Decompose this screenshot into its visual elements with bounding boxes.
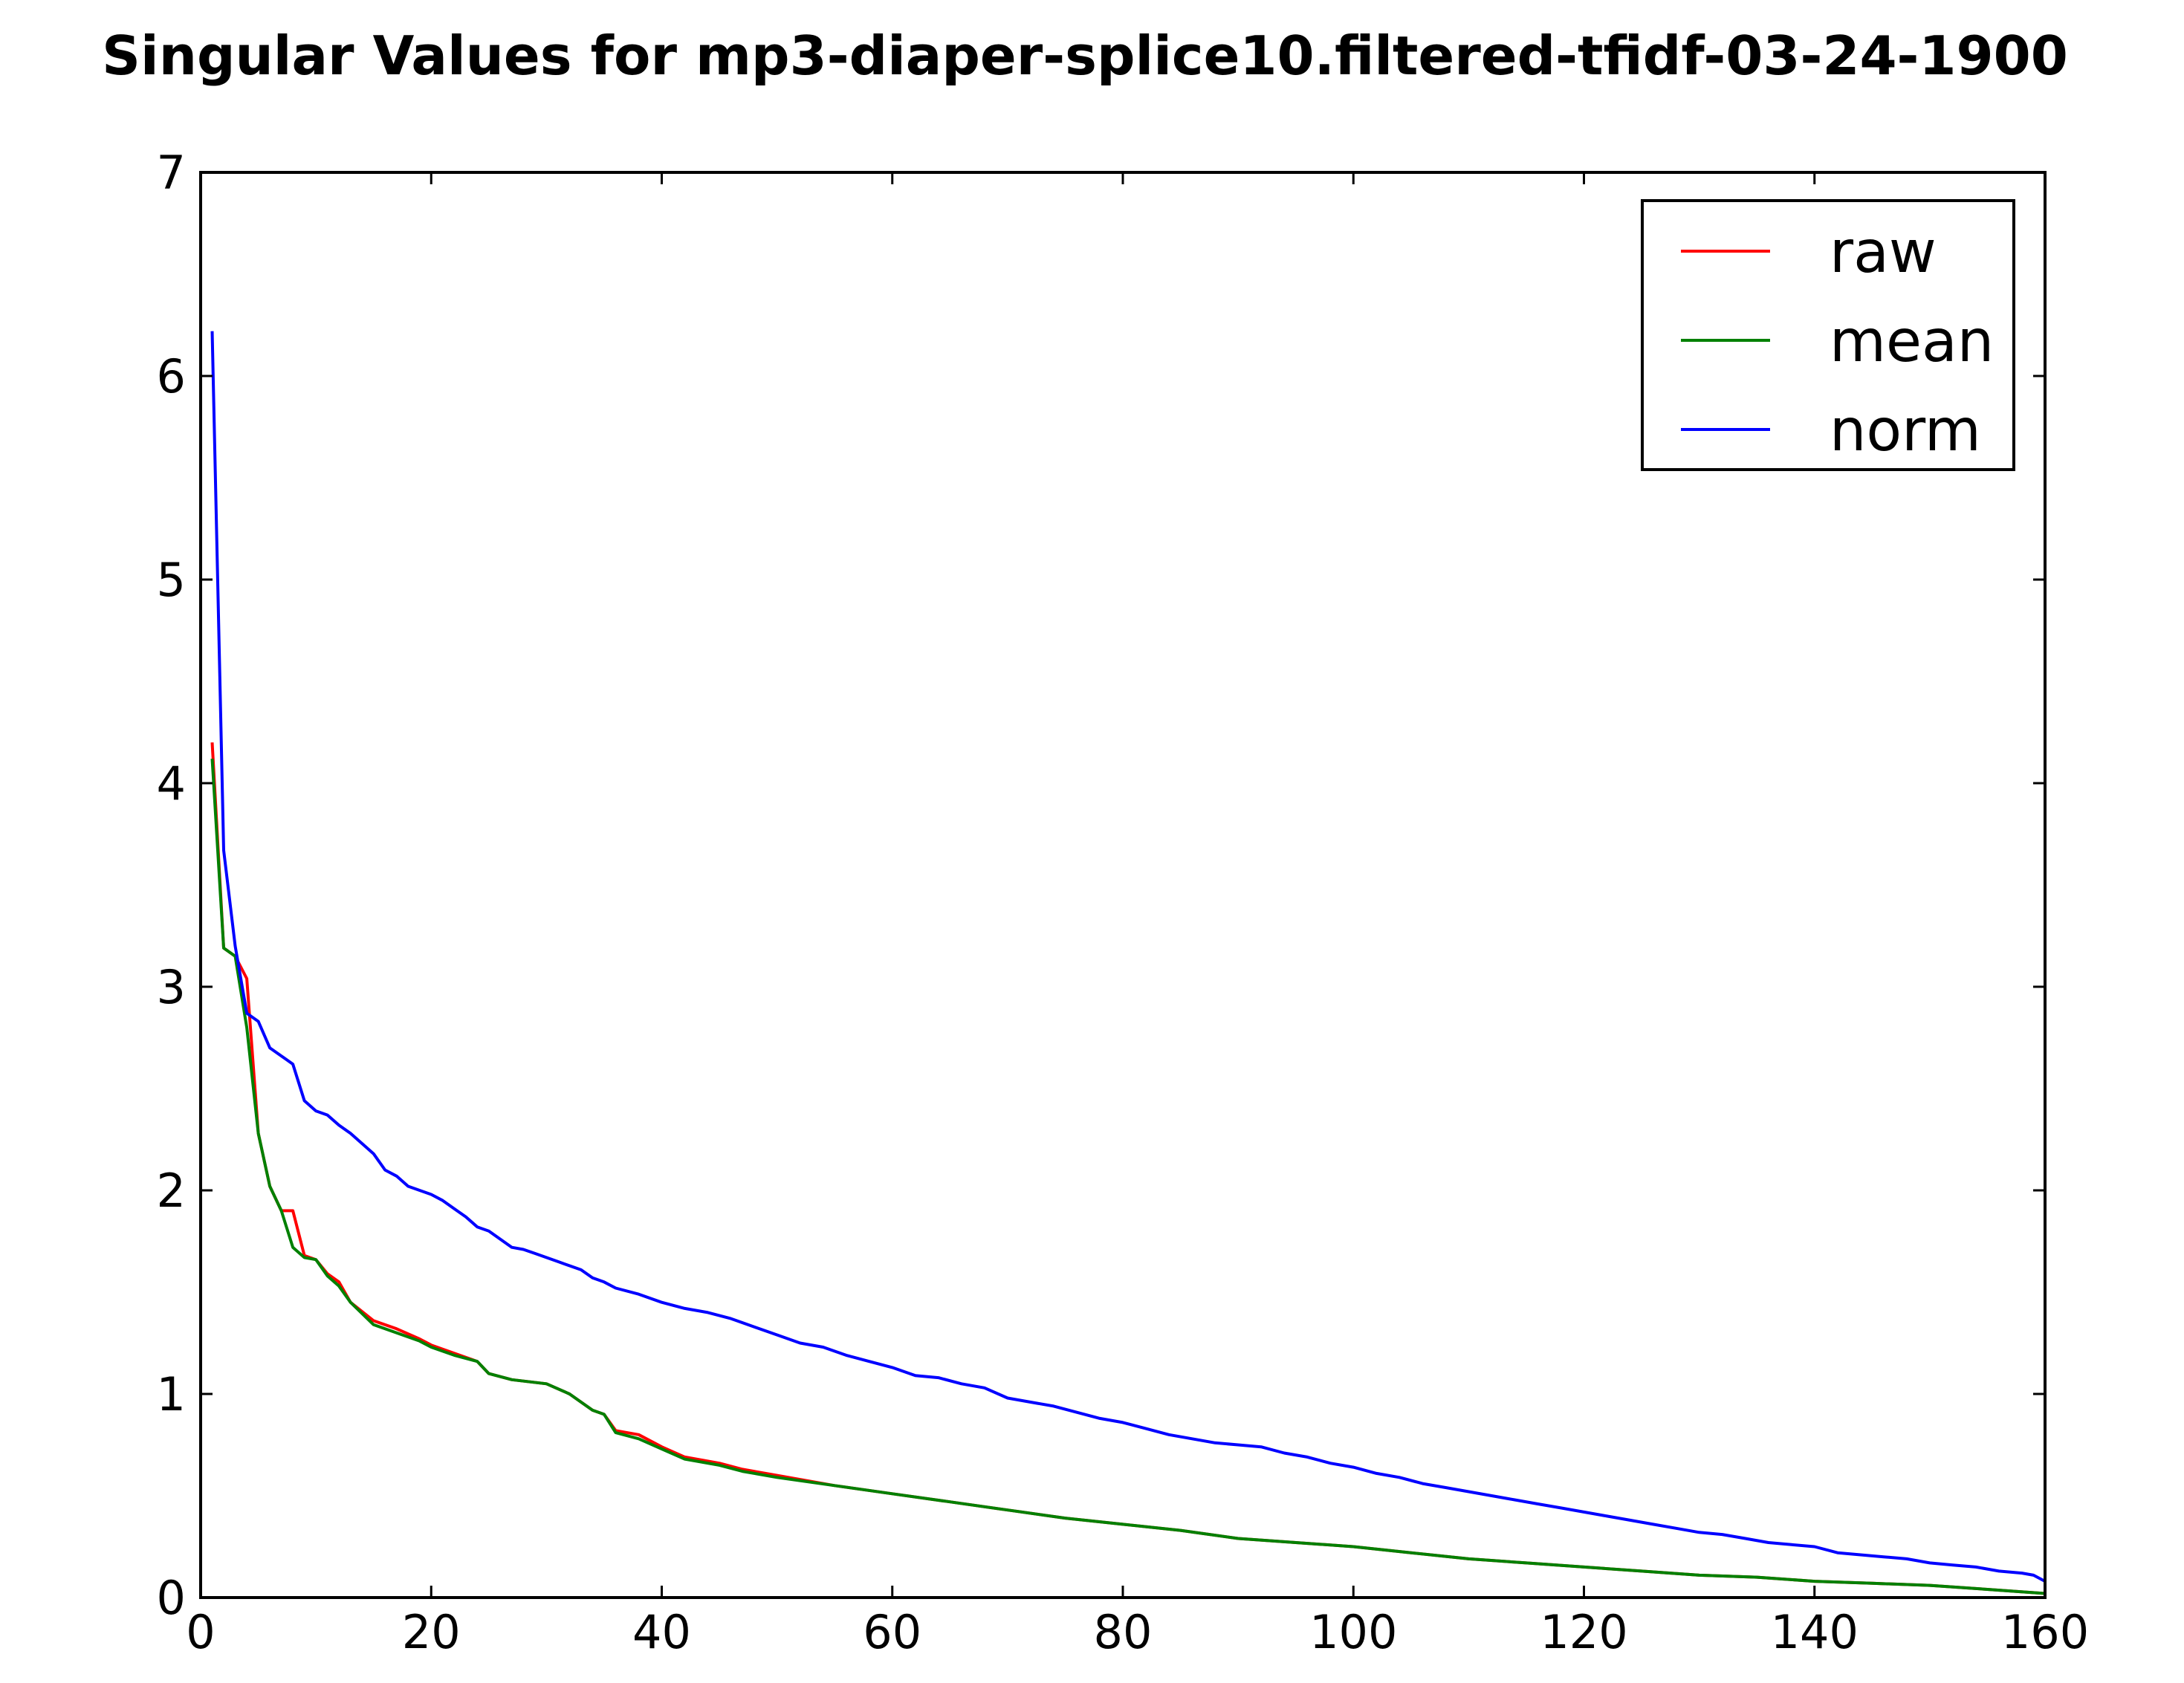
y-tick-label-4: 4 [157,756,186,811]
y-tick-label-5: 5 [157,553,186,607]
axis-ticks [199,171,2047,1599]
x-tick-label-100: 100 [1309,1605,1397,1659]
x-tick-label-80: 80 [1094,1605,1153,1659]
series-line-norm [210,331,2046,1583]
y-axis-tick-labels: 0 1 2 3 4 5 6 7 [157,146,186,1625]
series-line-mean [210,758,2046,1595]
y-tick-label-3: 3 [157,960,186,1014]
legend: raw mean norm [1641,199,2015,471]
y-tick-label-0: 0 [157,1571,186,1625]
x-tick-label-40: 40 [632,1605,691,1659]
y-tick-label-2: 2 [157,1164,186,1218]
legend-label-norm: norm [1830,398,1981,464]
x-tick-label-120: 120 [1540,1605,1627,1659]
y-tick-label-1: 1 [157,1367,186,1421]
legend-label-raw: raw [1830,219,1937,286]
legend-box [1641,199,2015,471]
series-layer [210,331,2046,1595]
y-tick-label-7: 7 [157,146,186,200]
chart-title: Singular Values for mp3-diaper-splice10.… [102,25,2068,87]
x-tick-label-140: 140 [1771,1605,1859,1659]
x-tick-label-160: 160 [2001,1605,2089,1659]
x-tick-label-0: 0 [186,1605,215,1659]
y-tick-label-6: 6 [157,349,186,403]
legend-entries: raw mean norm [1681,219,1994,464]
x-axis-tick-labels: 0 20 40 60 80 100 120 140 160 [186,1605,2089,1659]
x-tick-label-20: 20 [402,1605,461,1659]
x-tick-label-60: 60 [863,1605,921,1659]
legend-label-mean: mean [1830,308,1994,375]
